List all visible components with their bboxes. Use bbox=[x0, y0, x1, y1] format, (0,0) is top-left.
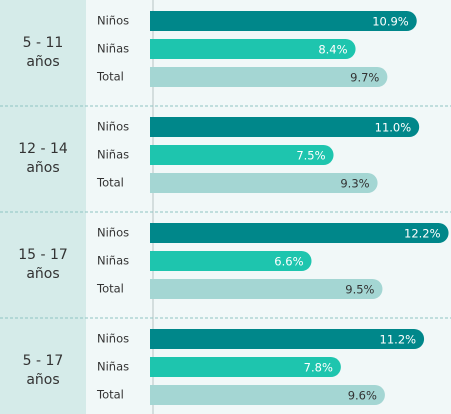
value-label: 11.0% bbox=[375, 121, 412, 135]
bar bbox=[150, 357, 341, 377]
value-label: 10.9% bbox=[372, 15, 409, 29]
value-label: 9.7% bbox=[350, 71, 379, 85]
category-label: 5 - 17 años bbox=[0, 318, 86, 414]
category-label: 12 - 14 años bbox=[0, 106, 86, 212]
series-label: Niños bbox=[97, 14, 129, 28]
bar bbox=[150, 385, 385, 405]
bar bbox=[150, 251, 312, 271]
series-label: Niñas bbox=[97, 148, 129, 162]
series-label: Total bbox=[96, 388, 124, 402]
value-label: 11.2% bbox=[380, 333, 417, 347]
bar bbox=[150, 117, 420, 137]
category-text: 15 - 17 años bbox=[18, 247, 68, 282]
bar bbox=[150, 67, 388, 87]
category-panel bbox=[0, 0, 86, 414]
series-label: Total bbox=[96, 282, 124, 296]
series-label: Niñas bbox=[97, 254, 129, 268]
category-label: 5 - 11 años bbox=[0, 0, 86, 106]
series-label: Total bbox=[96, 176, 124, 190]
value-label: 7.8% bbox=[304, 361, 333, 375]
bar bbox=[150, 11, 417, 31]
category-label: 15 - 17 años bbox=[0, 212, 86, 318]
bar bbox=[150, 145, 334, 165]
category-text: 12 - 14 años bbox=[18, 141, 68, 176]
bar bbox=[150, 279, 383, 299]
value-label: 9.3% bbox=[340, 177, 369, 191]
series-label: Total bbox=[96, 70, 124, 84]
bar bbox=[150, 329, 425, 349]
bar bbox=[150, 223, 449, 243]
value-label: 7.5% bbox=[296, 149, 325, 163]
series-label: Niñas bbox=[97, 42, 129, 56]
value-label: 9.6% bbox=[348, 389, 377, 403]
series-label: Niños bbox=[97, 226, 129, 240]
bar bbox=[150, 39, 356, 59]
series-label: Niños bbox=[97, 120, 129, 134]
category-text: 5 - 11 años bbox=[22, 35, 64, 70]
category-text: 5 - 17 años bbox=[22, 353, 64, 388]
value-label: 9.5% bbox=[345, 283, 374, 297]
value-label: 8.4% bbox=[318, 43, 347, 57]
value-label: 12.2% bbox=[404, 227, 441, 241]
value-label: 6.6% bbox=[274, 255, 303, 269]
series-label: Niñas bbox=[97, 360, 129, 374]
bar bbox=[150, 173, 378, 193]
series-label: Niños bbox=[97, 332, 129, 346]
